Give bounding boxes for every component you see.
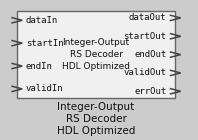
Text: dataIn: dataIn — [26, 16, 58, 25]
Text: endOut: endOut — [134, 50, 166, 59]
Text: RS Decoder: RS Decoder — [69, 50, 123, 59]
Text: HDL Optimized: HDL Optimized — [57, 126, 135, 136]
Text: endIn: endIn — [26, 62, 53, 71]
Text: validIn: validIn — [26, 84, 63, 93]
Text: RS Decoder: RS Decoder — [66, 114, 127, 124]
Text: validOut: validOut — [123, 68, 166, 77]
Text: HDL Optimized: HDL Optimized — [62, 62, 130, 71]
Text: startIn: startIn — [26, 39, 63, 48]
Text: Integer-Output: Integer-Output — [62, 38, 130, 47]
Text: errOut: errOut — [134, 87, 166, 96]
Text: dataOut: dataOut — [129, 13, 166, 22]
FancyBboxPatch shape — [17, 11, 175, 98]
Text: startOut: startOut — [123, 32, 166, 41]
Text: Integer-Output: Integer-Output — [57, 102, 135, 112]
